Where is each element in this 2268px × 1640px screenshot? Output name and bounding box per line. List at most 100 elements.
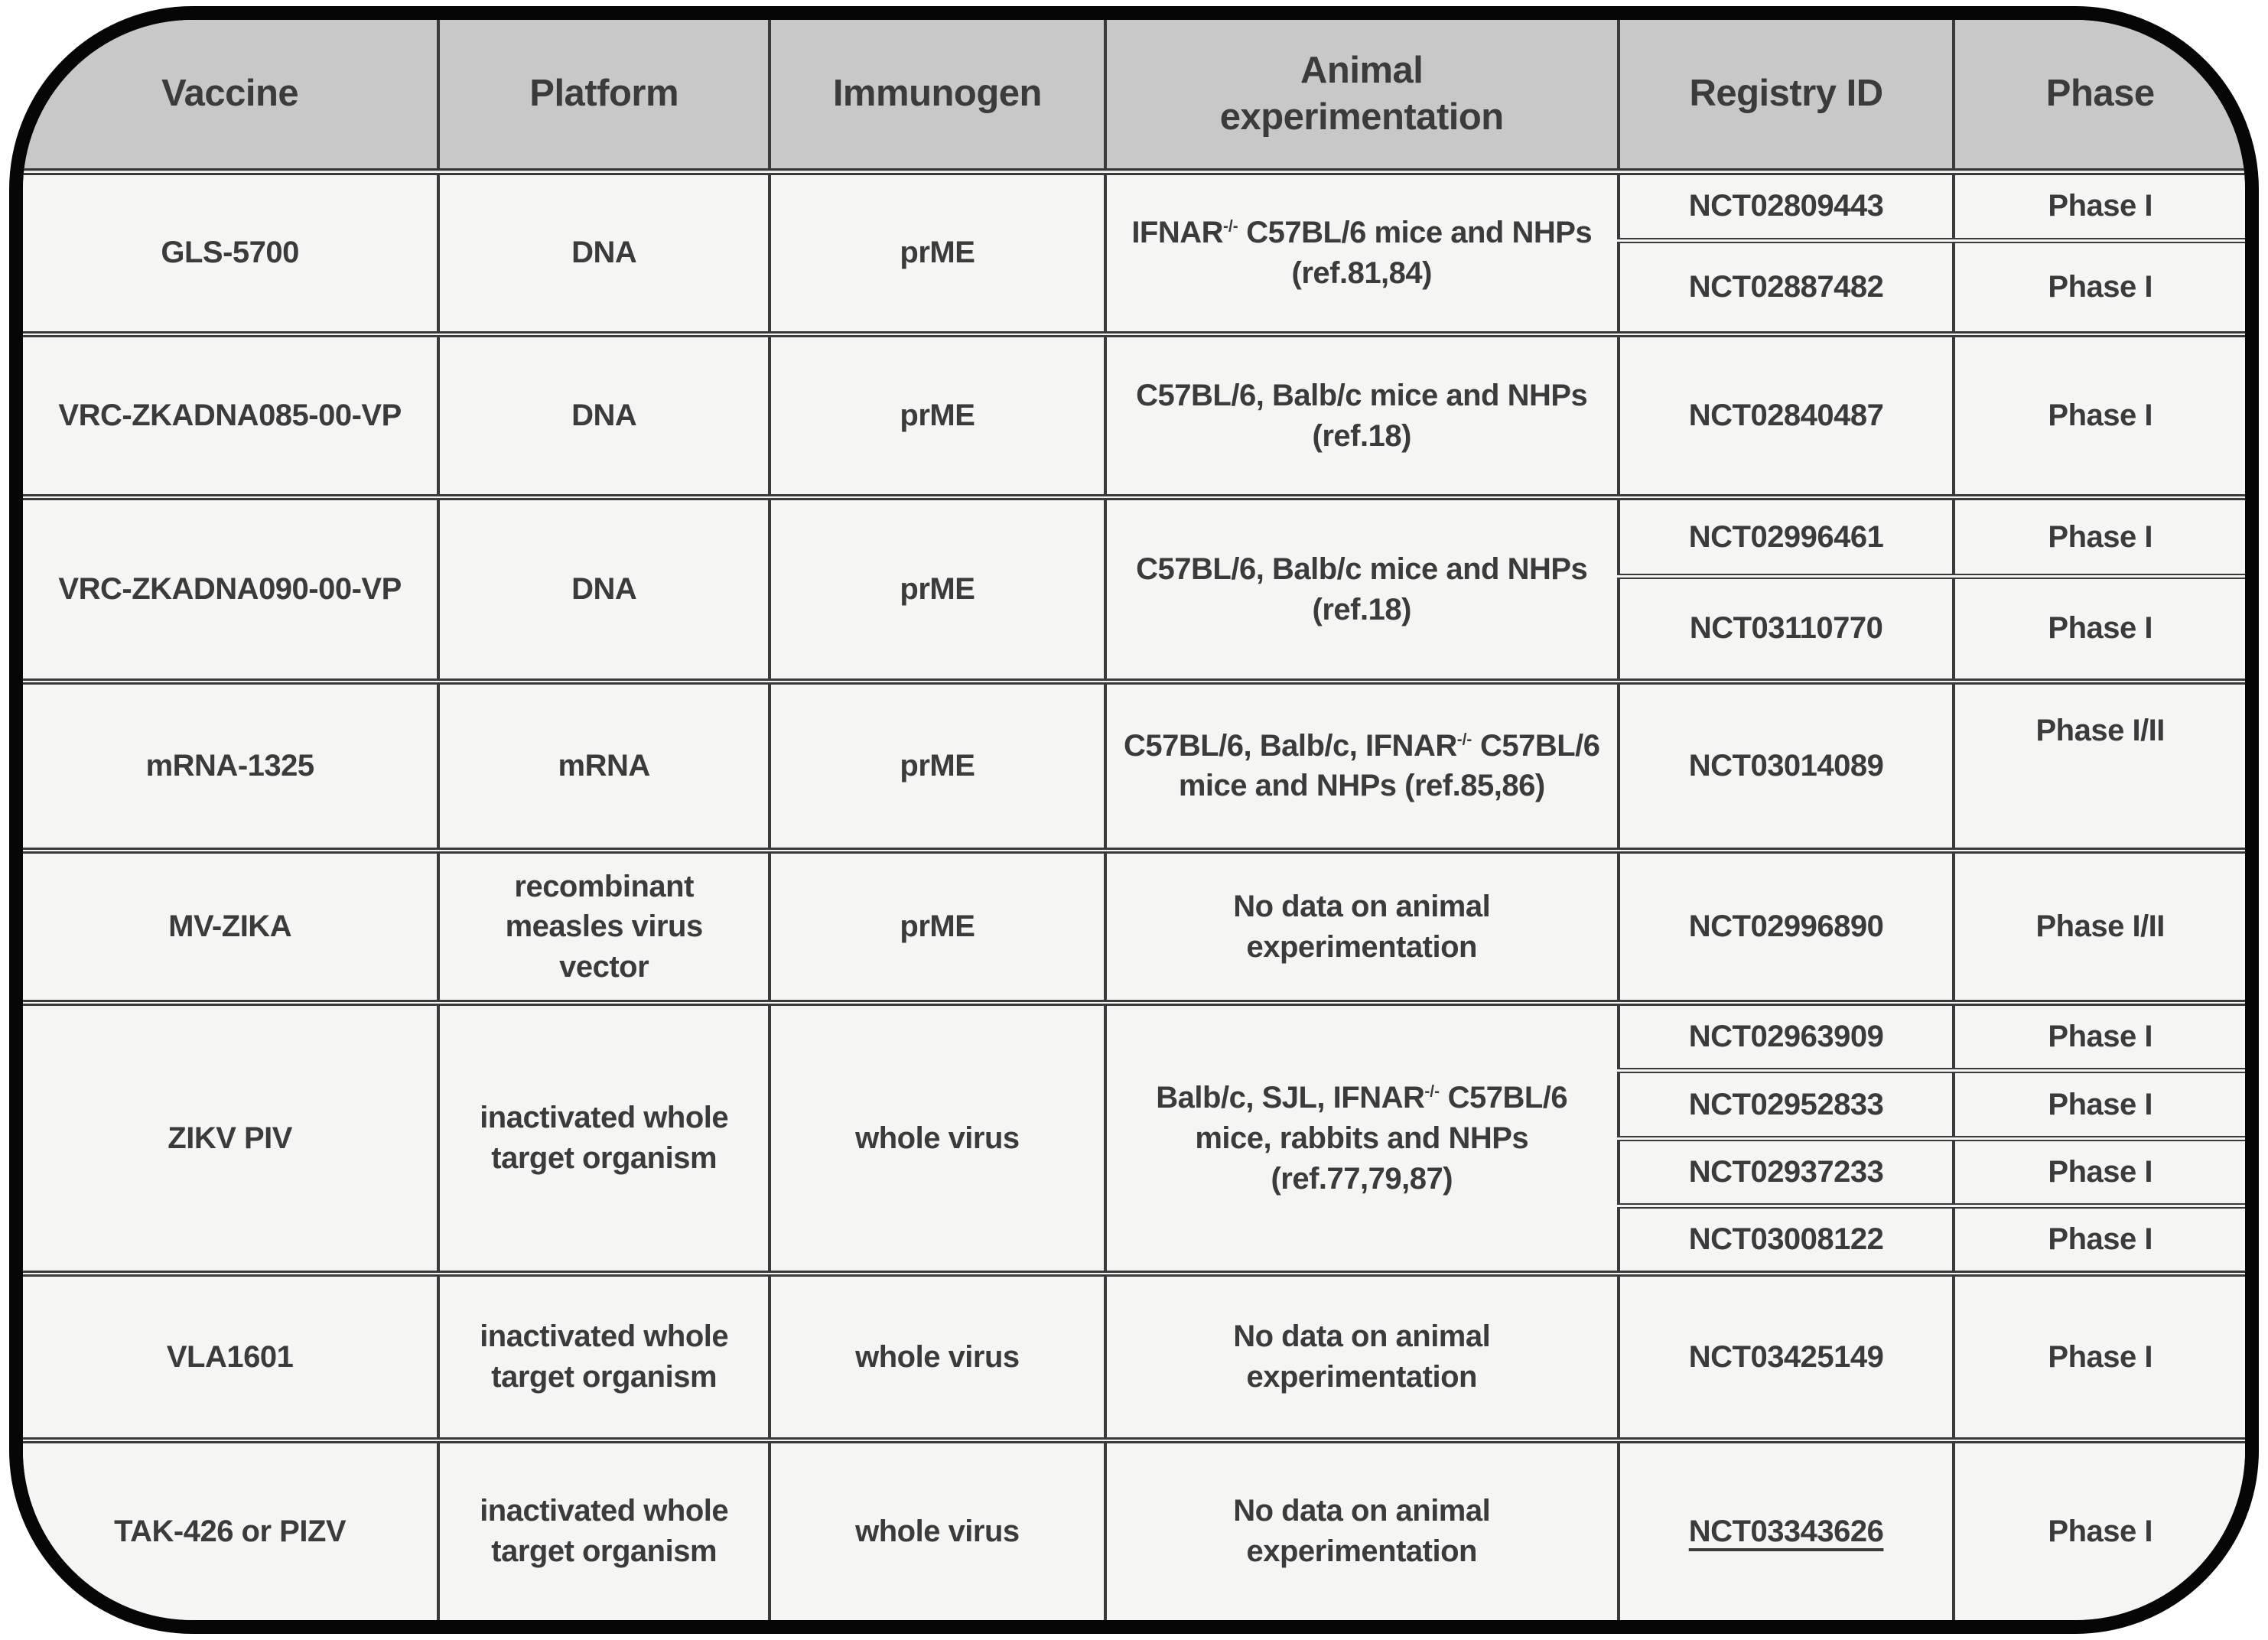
vaccine-cell: mRNA-1325 [23, 678, 441, 851]
knockout-superscript: -/- [1424, 1082, 1440, 1101]
registry-id: NCT02809443 [1688, 189, 1884, 223]
header-cell-registry-id: Registry ID [1616, 20, 1956, 175]
platform-cell: DNA [437, 494, 772, 682]
registry-id-cell: NCT03110770 [1616, 573, 1956, 682]
zika-vaccine-table: Vaccine Platform Immunogen Animal experi… [23, 20, 2245, 1620]
immunogen-cell: prME [768, 848, 1107, 1004]
phase-cell: Phase I [1952, 1135, 2245, 1206]
animal-experimentation-cell: C57BL/6, Balb/c, IFNAR-/- C57BL/6 mice a… [1103, 678, 1620, 851]
animal-experimentation-cell: No data on animal experimentation [1103, 1271, 1620, 1440]
table-row: NCT02937233 Phase I [23, 1135, 2245, 1206]
registry-id-cell: NCT02996461 [1616, 494, 1956, 577]
animal-text: No data on animal experimentation [1233, 1319, 1491, 1394]
platform-cell: inactivated whole target organism [437, 1000, 772, 1274]
animal-text: IFNAR [1131, 216, 1224, 250]
registry-id-cell: NCT02937233 [1616, 1135, 1956, 1206]
header-cell-platform: Platform [437, 20, 772, 175]
table-row: GLS-5700 DNA prME IFNAR-/- C57BL/6 mice and… [23, 168, 2245, 335]
animal-experimentation-cell: C57BL/6, Balb/c mice and NHPs (ref.18) [1103, 494, 1620, 682]
registry-id: NCT03008122 [1688, 1222, 1884, 1257]
phase-cell: Phase I/II [1952, 678, 2245, 851]
registry-id-cell: NCT02809443 [1616, 168, 1956, 241]
animal-text: No data on animal experimentation [1233, 889, 1491, 964]
header-cell-phase: Phase [1952, 20, 2245, 175]
registry-id-cell: NCT03343626 [1616, 1437, 1956, 1620]
platform-cell: DNA [437, 168, 772, 335]
vaccine-cell: MV-ZIKA [23, 848, 441, 1004]
immunogen-cell: whole virus [768, 1271, 1107, 1440]
animal-text: No data on animal experimentation [1233, 1494, 1491, 1569]
platform-cell: inactivated whole target organism [437, 1437, 772, 1620]
table-row: NCT03110770 Phase I [23, 573, 2245, 682]
phase-cell: Phase I [1952, 1068, 2245, 1139]
registry-id: NCT02996461 [1688, 519, 1884, 554]
header-cell-immunogen: Immunogen [768, 20, 1107, 175]
table-row: NCT02952833 Phase I [23, 1068, 2245, 1139]
platform-cell: recombinant measles virus vector [437, 848, 772, 1004]
immunogen-cell: whole virus [768, 1000, 1107, 1274]
vaccine-cell: ZIKV PIV [23, 1000, 441, 1274]
registry-id-cell: NCT03008122 [1616, 1203, 1956, 1274]
registry-id-cell: NCT03425149 [1616, 1271, 1956, 1440]
registry-id: NCT02840487 [1688, 399, 1884, 433]
animal-experimentation-cell: C57BL/6, Balb/c mice and NHPs (ref.18) [1103, 331, 1620, 498]
phase-cell: Phase I [1952, 168, 2245, 241]
phase-cell: Phase I [1952, 494, 2245, 577]
animal-experimentation-cell: No data on animal experimentation [1103, 1437, 1620, 1620]
immunogen-cell: prME [768, 678, 1107, 851]
registry-id: NCT02963909 [1688, 1020, 1884, 1054]
phase-cell: Phase I/II [1952, 848, 2245, 1004]
table-row: VRC-ZKADNA090-00-VP DNA prME C57BL/6, Balb/… [23, 494, 2245, 682]
knockout-superscript: -/- [1223, 217, 1238, 236]
header-row: Vaccine Platform Immunogen Animal experi… [23, 20, 2245, 175]
immunogen-cell: prME [768, 494, 1107, 682]
vaccine-cell: GLS-5700 [23, 168, 441, 335]
registry-id: NCT03014089 [1688, 749, 1884, 783]
phase-cell: Phase I [1952, 1000, 2245, 1071]
vaccine-cell: VRC-ZKADNA090-00-VP [23, 494, 441, 682]
registry-id: NCT02937233 [1688, 1155, 1884, 1189]
header-cell-animal-experimentation: Animal experimentation [1103, 20, 1620, 175]
platform-cell: mRNA [437, 678, 772, 851]
animal-text: C57BL/6 mice and NHPs (ref.81,84) [1238, 216, 1593, 290]
registry-id: NCT02952833 [1688, 1087, 1884, 1121]
registry-id: NCT03110770 [1689, 611, 1883, 646]
vaccine-cell: TAK-426 or PIZV [23, 1437, 441, 1620]
registry-id-link[interactable]: NCT03343626 [1688, 1514, 1884, 1548]
table-row: MV-ZIKA recombinant measles virus vector p… [23, 848, 2245, 1004]
phase-cell: Phase I [1952, 1271, 2245, 1440]
animal-text: C57BL/6 mice and NHPs (ref.85,86) [1178, 728, 1600, 803]
vaccine-cell: VLA1601 [23, 1271, 441, 1440]
table-row: TAK-426 or PIZV inactivated whole target … [23, 1437, 2245, 1620]
knockout-superscript: -/- [1456, 731, 1472, 749]
animal-experimentation-cell: IFNAR-/- C57BL/6 mice and NHPs (ref.81,8… [1103, 168, 1620, 335]
animal-text: C57BL/6, Balb/c, IFNAR [1123, 728, 1457, 763]
registry-id: NCT02887482 [1688, 270, 1884, 304]
animal-experimentation-cell: No data on animal experimentation [1103, 848, 1620, 1004]
phase-cell: Phase I [1952, 573, 2245, 682]
phase-cell: Phase I [1952, 238, 2245, 335]
registry-id: NCT02996890 [1688, 909, 1884, 944]
table-row: NCT03008122 Phase I [23, 1203, 2245, 1274]
phase-cell: Phase I [1952, 1437, 2245, 1620]
table-row: VLA1601 inactivated whole target organism… [23, 1271, 2245, 1440]
header-cell-vaccine: Vaccine [23, 20, 441, 175]
vaccine-cell: VRC-ZKADNA085-00-VP [23, 331, 441, 498]
registry-id-cell: NCT02952833 [1616, 1068, 1956, 1139]
table-row: mRNA-1325 mRNA prME C57BL/6, Balb/c, IFNAR-… [23, 678, 2245, 851]
registry-id-cell: NCT02840487 [1616, 331, 1956, 498]
table-row: NCT02887482 Phase I [23, 238, 2245, 335]
phase-cell: Phase I [1952, 331, 2245, 498]
platform-cell: inactivated whole target organism [437, 1271, 772, 1440]
animal-text: Balb/c, SJL, IFNAR [1156, 1081, 1425, 1115]
table-header: Vaccine Platform Immunogen Animal experi… [23, 20, 2245, 175]
table-body: GLS-5700 DNA prME IFNAR-/- C57BL/6 mice and… [23, 168, 2245, 1620]
platform-cell: DNA [437, 331, 772, 498]
immunogen-cell: whole virus [768, 1437, 1107, 1620]
immunogen-cell: prME [768, 331, 1107, 498]
table-row: VRC-ZKADNA085-00-VP DNA prME C57BL/6, Balb/… [23, 331, 2245, 498]
table-frame: Vaccine Platform Immunogen Animal experi… [9, 6, 2259, 1634]
registry-id-cell: NCT02887482 [1616, 238, 1956, 335]
registry-id-cell: NCT02963909 [1616, 1000, 1956, 1071]
phase-cell: Phase I [1952, 1203, 2245, 1274]
